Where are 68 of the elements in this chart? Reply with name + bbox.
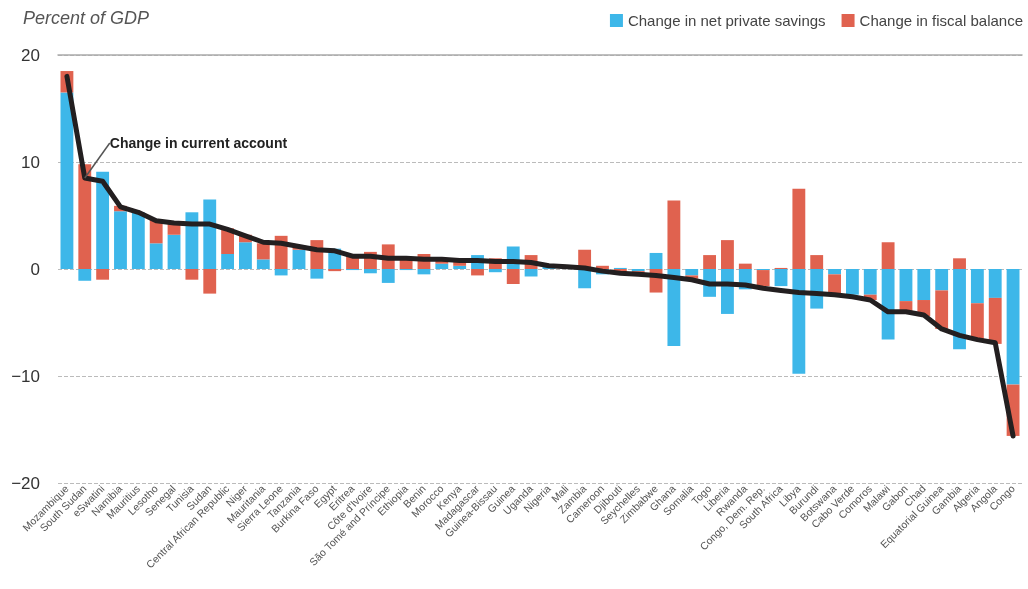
bar [149,243,163,269]
bar [381,269,395,283]
bar [792,269,806,374]
bar [256,259,270,269]
bar [578,269,592,289]
bar [970,303,984,340]
bar [131,212,145,269]
bar [828,269,841,275]
bar [917,269,931,301]
bar [435,263,449,269]
bar [203,199,217,269]
bar [506,269,520,284]
bar [953,269,966,350]
bar [935,269,949,291]
bar [310,269,324,279]
bar [881,242,895,269]
bar [239,242,252,269]
bar [203,269,217,294]
bar [685,269,699,276]
bar [114,211,127,269]
bar [970,269,984,304]
bar [363,269,377,274]
y-tick-label: 10 [21,152,40,172]
bar [453,265,467,269]
bar [221,254,235,269]
bar [881,269,895,340]
chart-title: Percent of GDP [23,8,150,28]
y-tick-label: −10 [11,366,40,386]
legend-label: Change in fiscal balance [859,12,1024,29]
bar [1006,269,1020,385]
bar [756,270,770,287]
bar [524,269,538,277]
bar [256,243,270,260]
bar [703,255,717,269]
bar [185,269,199,280]
bar [96,171,110,269]
bar [292,249,306,269]
bar [167,234,181,269]
bar [667,269,681,347]
bar [810,255,824,269]
bar [738,263,752,269]
bar [935,290,949,329]
bar [96,269,110,280]
text: Change in current account [109,135,288,152]
bar [274,269,288,276]
bar [667,200,681,269]
bar [774,269,788,287]
bar [78,269,92,281]
bar [863,269,877,295]
y-tick-label: 20 [21,45,40,65]
bar [721,240,734,269]
y-tick-label: −20 [11,473,40,493]
bar [185,212,199,269]
legend-label: Change in net private savings [627,12,826,29]
bar [899,269,913,302]
bar [988,269,1002,298]
bar [78,164,92,269]
y-tick-label: 0 [30,259,40,279]
bar [649,252,663,269]
bar [988,297,1002,344]
bar [328,269,342,272]
bar [60,92,74,269]
bar [471,269,484,276]
bar [953,258,966,269]
bar [845,269,859,295]
bar [828,274,841,294]
bar [488,269,502,273]
bar [792,188,806,269]
